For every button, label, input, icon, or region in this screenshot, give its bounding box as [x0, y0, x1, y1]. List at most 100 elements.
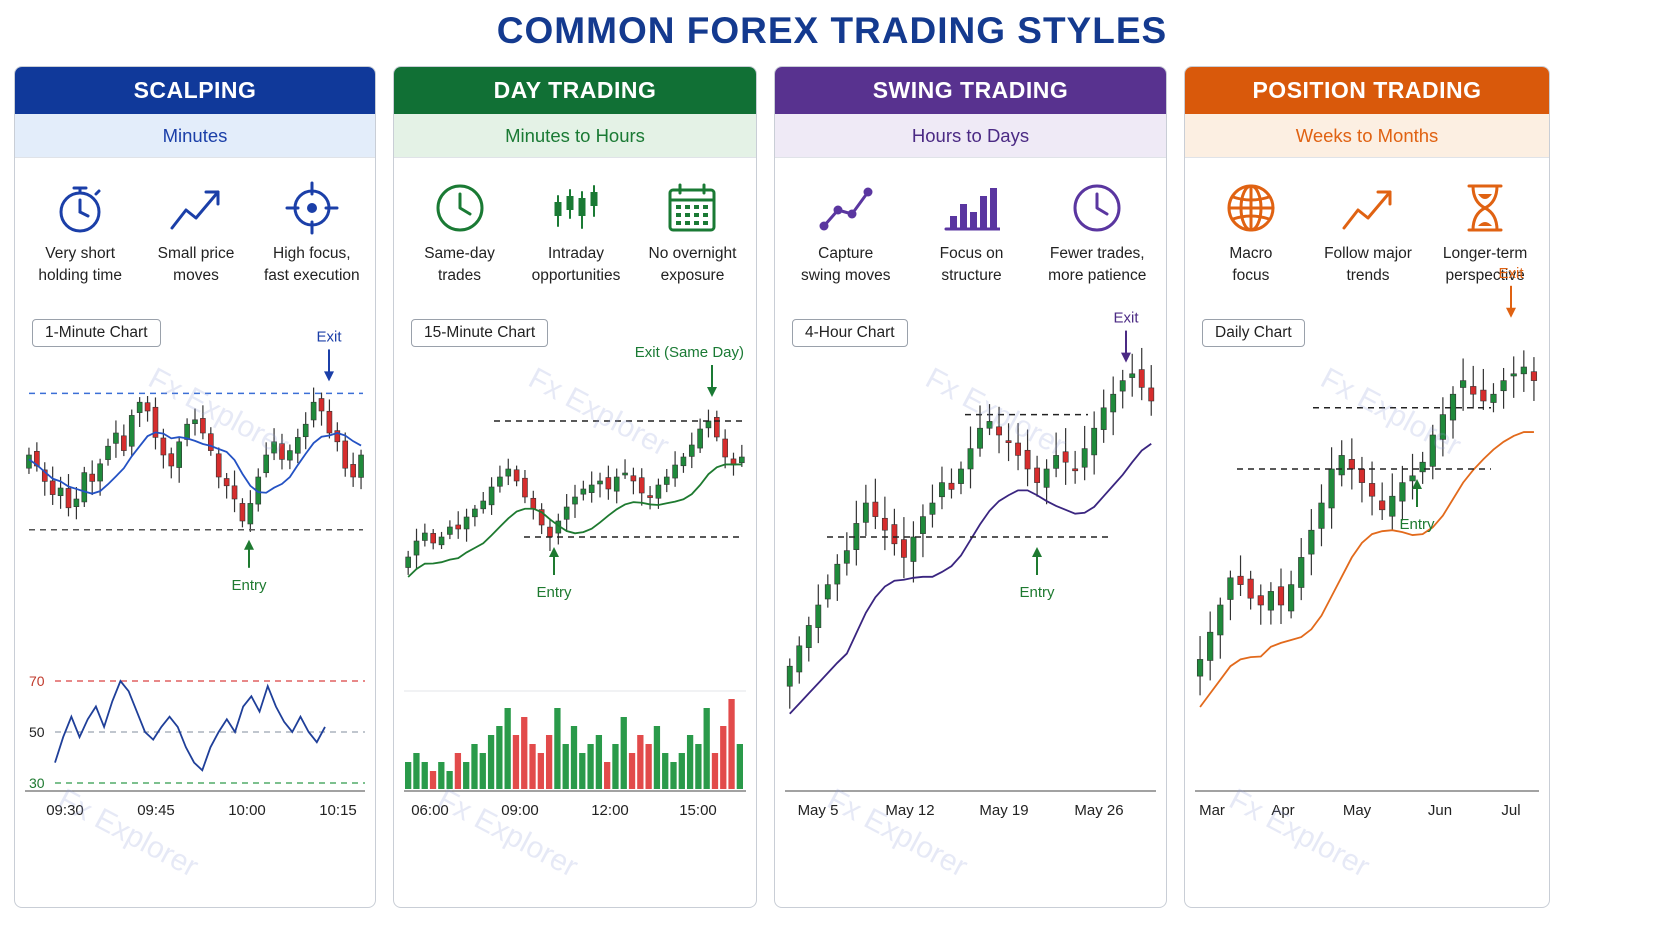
x-tick-label: Apr	[1271, 802, 1294, 819]
candle	[796, 645, 803, 673]
candle	[547, 526, 553, 538]
candle	[223, 478, 230, 487]
volume-bar	[695, 744, 702, 789]
candle	[497, 476, 503, 487]
candle	[160, 437, 167, 456]
feature-row: Capture swing moves Focus on structure Few…	[775, 158, 1166, 298]
panel-title: DAY TRADING	[394, 67, 756, 114]
candle	[1480, 389, 1487, 402]
candle	[522, 477, 528, 498]
volume-bar	[662, 753, 669, 789]
candle	[881, 517, 888, 531]
volume-bar	[446, 771, 453, 789]
panel-title: POSITION TRADING	[1185, 67, 1549, 114]
rsi-level-label: 50	[29, 724, 45, 740]
trend-up-arrow-icon	[170, 190, 220, 230]
timeframe-label: Weeks to Months	[1185, 114, 1549, 158]
candle	[113, 432, 119, 444]
candle	[1100, 407, 1107, 430]
candle	[1368, 483, 1376, 497]
candle	[967, 448, 974, 470]
entry-label: Entry	[231, 577, 267, 594]
candle	[128, 415, 135, 447]
candle	[1247, 578, 1254, 599]
candle	[271, 441, 277, 454]
feature-label: Macro focus	[1229, 245, 1273, 284]
candle	[1338, 455, 1345, 476]
candle	[1449, 393, 1457, 421]
feature-label: Small price moves	[157, 245, 235, 284]
x-tick-label: 15:00	[679, 802, 717, 819]
price-chart: Exit Entry May 5 May 12 May 19 May 26 Fx Explo…	[785, 310, 1156, 884]
candle	[1379, 500, 1386, 511]
candle	[1015, 442, 1021, 456]
candle	[1207, 631, 1214, 661]
candle	[996, 426, 1002, 436]
panel-swing-trading: SWING TRADING Hours to Days Capture swin…	[774, 66, 1167, 908]
volume-bar	[653, 726, 661, 789]
chart-timeframe-badge: 15-Minute Chart	[411, 319, 549, 347]
candle	[136, 401, 143, 413]
candle	[57, 487, 64, 497]
feature-item: Macro focus	[1185, 180, 1318, 287]
volume-bar	[678, 753, 685, 789]
candle	[184, 423, 190, 440]
candle	[1358, 468, 1366, 483]
watermark-text: Fx Explorer	[1224, 783, 1375, 884]
candle	[1129, 373, 1136, 378]
x-tick-label: 09:30	[46, 802, 84, 819]
candle	[1490, 393, 1497, 403]
candle	[447, 526, 453, 535]
volume-bar	[637, 735, 644, 789]
volume-bar	[479, 753, 486, 789]
candle	[121, 435, 127, 451]
candle	[948, 482, 955, 490]
exit-label: Exit	[1498, 265, 1524, 282]
rsi-line	[54, 679, 326, 772]
moving-average-line	[407, 463, 742, 578]
candle	[1081, 448, 1088, 468]
candle	[1110, 393, 1117, 413]
candle	[1530, 371, 1538, 381]
timeframe-label: Minutes to Hours	[394, 114, 756, 158]
candle	[1267, 591, 1274, 611]
watermark-text: Fx Explorer	[920, 362, 1071, 463]
candle	[1138, 369, 1145, 388]
candle	[1005, 440, 1012, 443]
x-tick-label: 12:00	[591, 802, 629, 819]
candle	[714, 417, 720, 438]
x-tick-label: May 12	[885, 802, 934, 819]
candle	[834, 563, 841, 585]
candle	[538, 509, 545, 526]
page-title: COMMON FOREX TRADING STYLES	[496, 10, 1168, 51]
x-tick-label: May	[1343, 802, 1372, 819]
candle	[513, 469, 520, 482]
globe-icon	[1227, 184, 1275, 232]
candle	[862, 502, 869, 523]
crosshair-icon	[285, 181, 339, 235]
feature-label: Intraday opportunities	[531, 245, 621, 284]
candle	[405, 556, 411, 568]
candle	[824, 584, 831, 600]
price-chart: Exit Entry Mar Apr May Jun Jul Fx Explorer Fx Ex…	[1195, 265, 1539, 884]
feature-item: No overnight exposure	[625, 180, 756, 287]
candle	[1318, 502, 1325, 529]
chart-timeframe-badge: Daily Chart	[1202, 319, 1305, 347]
candle	[572, 496, 578, 505]
candle	[722, 438, 728, 458]
candle	[1034, 467, 1041, 483]
candle	[422, 532, 428, 541]
watermark-text: Fx Explorer	[53, 783, 204, 884]
candle	[294, 437, 301, 454]
candle	[176, 441, 182, 468]
volume-bar	[438, 762, 445, 789]
candle	[815, 604, 822, 628]
feature-label: Very short holding time	[38, 245, 122, 284]
candle	[1389, 495, 1396, 517]
volume-bar	[471, 744, 478, 789]
candle	[1470, 386, 1477, 395]
candle	[1072, 468, 1079, 472]
timeframe-label: Minutes	[15, 114, 375, 158]
candle	[168, 453, 175, 467]
